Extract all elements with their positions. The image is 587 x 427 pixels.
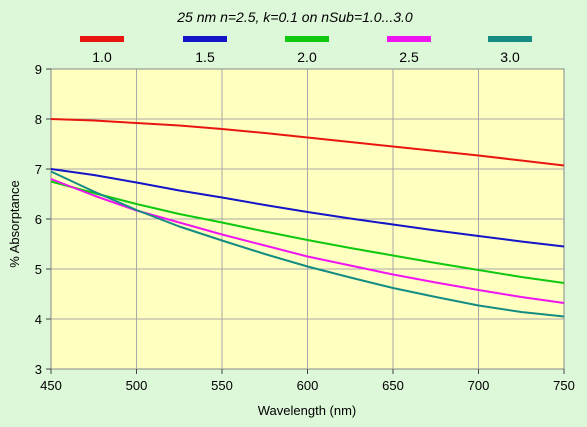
- series-line-3.0: [50, 170, 565, 318]
- legend-swatch-2.5: [387, 36, 431, 42]
- x-tick-label: 750: [553, 378, 575, 393]
- x-tick-label: 500: [126, 378, 148, 393]
- axis-ticks: 450 500 550 600 650 700 750 3 4 5 6 7 8 9: [35, 62, 575, 393]
- y-tick-label: 9: [35, 62, 42, 77]
- x-tick-label: 650: [382, 378, 404, 393]
- legend-label-2.0: 2.0: [297, 49, 317, 65]
- y-tick-label: 4: [35, 312, 42, 327]
- y-axis-label: % Absorptance: [7, 180, 22, 267]
- y-tick-label: 8: [35, 112, 42, 127]
- legend-label-1.5: 1.5: [195, 49, 215, 65]
- x-tick-label: 450: [40, 378, 62, 393]
- y-tick-label: 6: [35, 212, 42, 227]
- legend-swatch-2.0: [285, 36, 329, 42]
- series-line-1.0: [50, 118, 565, 167]
- legend-label-1.0: 1.0: [92, 49, 112, 65]
- legend-label-3.0: 3.0: [500, 49, 520, 65]
- y-tick-label: 5: [35, 262, 42, 277]
- x-axis-label: Wavelength (nm): [258, 403, 357, 418]
- legend-swatch-3.0: [488, 36, 532, 42]
- x-tick-label: 550: [211, 378, 233, 393]
- x-tick-label: 600: [297, 378, 319, 393]
- series-line-1.5: [50, 168, 565, 248]
- series-lines: [50, 118, 565, 318]
- legend-swatch-1.0: [80, 36, 124, 42]
- x-tick-label: 700: [468, 378, 490, 393]
- y-tick-label: 7: [35, 162, 42, 177]
- legend-swatch-1.5: [183, 36, 227, 42]
- legend: 1.0 1.5 2.0 2.5 3.0: [80, 36, 532, 65]
- chart-title: 25 nm n=2.5, k=0.1 on nSub=1.0...3.0: [176, 9, 413, 25]
- series-line-2.0: [50, 180, 565, 284]
- y-tick-label: 3: [35, 362, 42, 377]
- legend-label-2.5: 2.5: [399, 49, 419, 65]
